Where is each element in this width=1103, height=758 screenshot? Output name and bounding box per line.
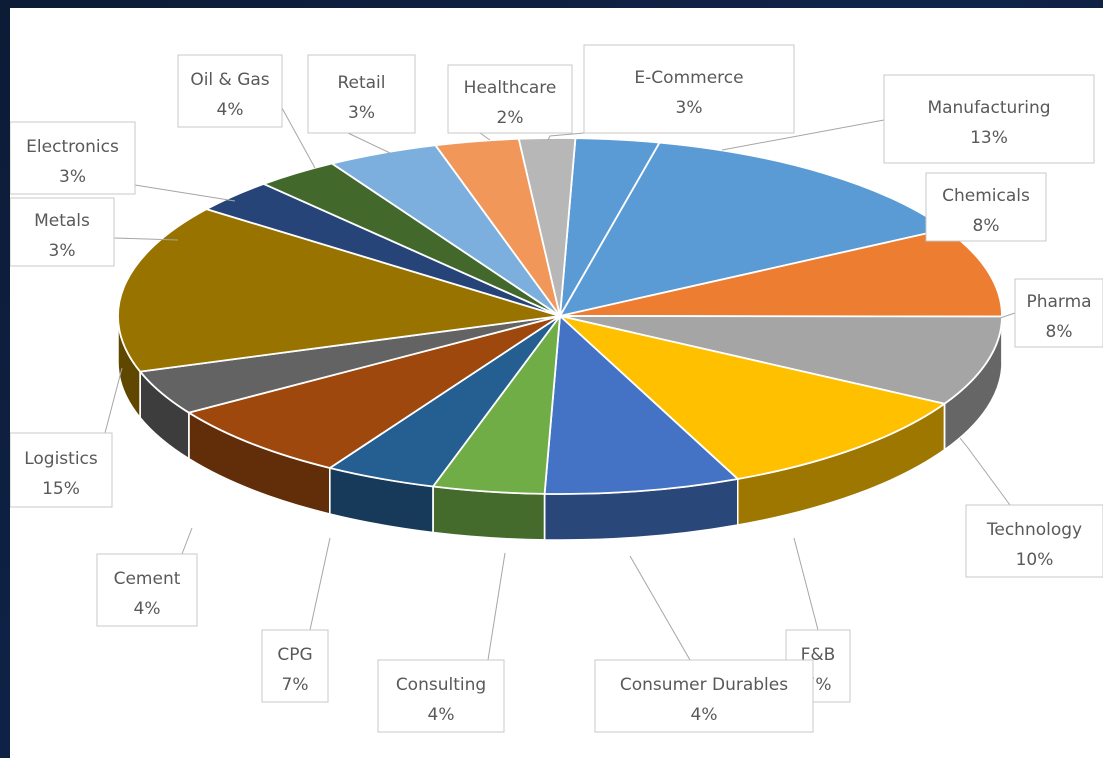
data-label-electronics: Electronics 3% xyxy=(10,121,136,195)
data-label-technology: Technology 10% xyxy=(965,504,1103,578)
slice-logistics xyxy=(117,208,561,373)
label-box xyxy=(10,197,115,267)
leader-line-electronics xyxy=(134,184,236,202)
chart-panel: E-Commerce 3% Manufacturing 13% Chemicals 8% P… xyxy=(10,8,1103,758)
slice-manufacturing xyxy=(559,141,947,317)
label-box xyxy=(965,504,1103,578)
leader-line-oil-and-gas xyxy=(281,107,316,169)
data-label-chemicals: Chemicals 8% xyxy=(925,172,1047,242)
label-box xyxy=(96,553,198,627)
label-box xyxy=(10,432,113,508)
label-percent: 3% xyxy=(59,167,86,187)
label-category: Oil & Gas xyxy=(190,70,269,90)
data-label-manufacturing: Manufacturing 13% xyxy=(883,74,1095,164)
data-label-consulting: Consulting 4% xyxy=(377,659,505,733)
label-percent: 15% xyxy=(42,479,80,499)
label-category: Cement xyxy=(114,569,181,589)
label-category: Logistics xyxy=(24,449,98,469)
label-category: Technology xyxy=(986,520,1082,540)
label-category: Manufacturing xyxy=(927,98,1050,118)
label-box xyxy=(10,121,136,195)
label-category: CPG xyxy=(277,645,312,665)
label-category: Consumer Durables xyxy=(620,675,788,695)
leader-line-manufacturing xyxy=(721,119,885,151)
label-percent: 3% xyxy=(348,103,375,123)
slice-cpg xyxy=(187,315,561,469)
leader-line-metals xyxy=(113,237,179,241)
leader-line-logistics xyxy=(104,367,123,434)
label-percent: 8% xyxy=(1046,322,1073,342)
label-box xyxy=(1014,278,1103,348)
leader-line-pharma xyxy=(999,312,1016,319)
leader-line-cement xyxy=(181,527,193,555)
slice-healthcare xyxy=(517,137,577,317)
label-percent: 4% xyxy=(428,705,455,725)
label-percent: 3% xyxy=(676,98,703,118)
data-label-consumer-durables: Consumer Durables 4% xyxy=(594,659,814,733)
label-category: Metals xyxy=(34,211,90,231)
label-percent: 4% xyxy=(217,100,244,120)
label-percent: 4% xyxy=(134,599,161,619)
label-percent: 4% xyxy=(691,705,718,725)
label-category: Healthcare xyxy=(464,78,557,98)
label-category: Consulting xyxy=(396,675,486,695)
label-leaders xyxy=(104,107,1016,661)
leader-line-retail xyxy=(347,132,391,154)
label-box xyxy=(377,659,505,733)
label-percent: 8% xyxy=(973,216,1000,236)
slice-pharma xyxy=(559,315,1003,405)
leader-line-cpg xyxy=(309,537,331,631)
slice-side-consumer-durables xyxy=(432,485,546,541)
data-label-metals: Metals 3% xyxy=(10,197,115,267)
label-percent: 3% xyxy=(49,241,76,261)
label-category: Pharma xyxy=(1026,292,1091,312)
label-box xyxy=(583,44,795,134)
label-category: Electronics xyxy=(26,137,119,157)
data-label-cement: Cement 4% xyxy=(96,553,198,627)
label-percent: 13% xyxy=(970,128,1008,148)
label-category: E-Commerce xyxy=(634,68,743,88)
leader-line-e-commerce xyxy=(547,132,585,141)
label-box xyxy=(447,64,573,134)
data-label-healthcare: Healthcare 2% xyxy=(447,64,573,134)
slice-fandb xyxy=(543,315,739,495)
leader-line-technology xyxy=(959,437,1011,506)
label-box xyxy=(307,54,416,134)
leader-line-healthcare xyxy=(479,132,491,141)
leader-line-consulting xyxy=(487,552,506,661)
label-percent: 2% xyxy=(497,108,524,128)
label-category: Retail xyxy=(337,73,385,93)
label-box xyxy=(883,74,1095,164)
label-category: Chemicals xyxy=(942,186,1030,206)
data-label-cpg: CPG 7% xyxy=(261,629,329,703)
label-box xyxy=(925,172,1047,242)
leader-line-fandb xyxy=(793,537,819,631)
slice-technology xyxy=(559,315,946,480)
label-box xyxy=(177,54,283,128)
label-box xyxy=(261,629,329,703)
data-label-oil-and-gas: Oil & Gas 4% xyxy=(177,54,283,128)
data-label-logistics: Logistics 15% xyxy=(10,432,113,508)
label-percent: 10% xyxy=(1016,550,1054,570)
leader-line-consumer-durables xyxy=(629,555,691,661)
pie-sides xyxy=(117,315,1003,541)
data-label-retail: Retail 3% xyxy=(307,54,416,134)
label-percent: 7% xyxy=(282,675,309,695)
pie-tops xyxy=(117,137,1003,495)
label-box xyxy=(594,659,814,733)
data-label-pharma: Pharma 8% xyxy=(1014,278,1103,348)
data-label-e-commerce: E-Commerce 3% xyxy=(583,44,795,134)
